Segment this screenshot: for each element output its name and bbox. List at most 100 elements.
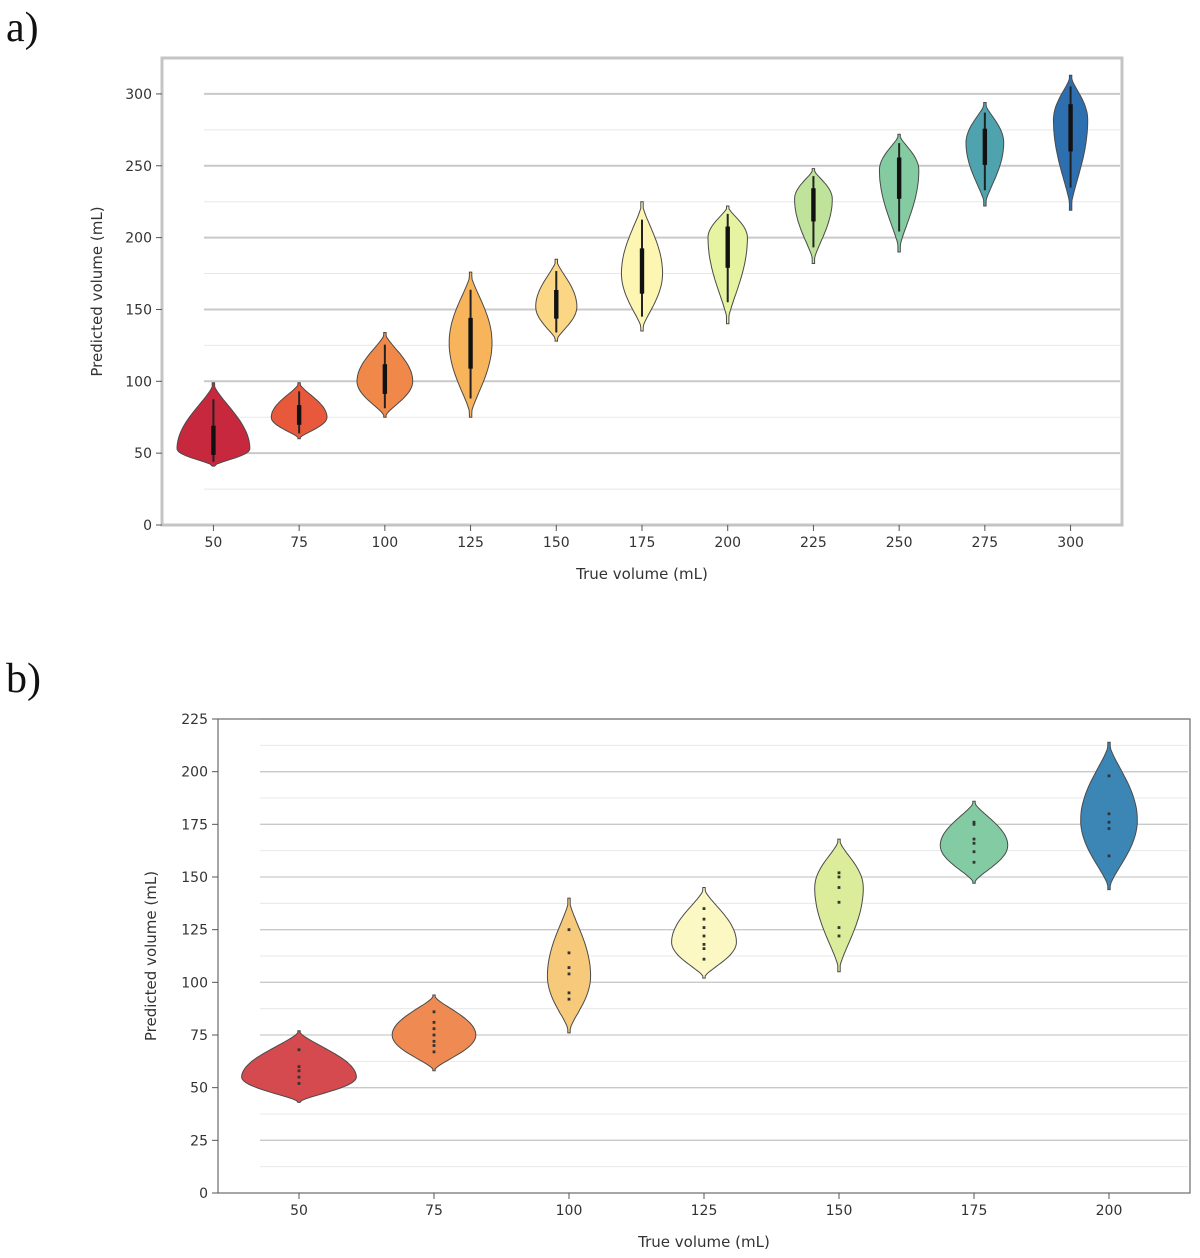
y-tick-label: 100 (125, 374, 152, 390)
violin-150 (814, 838, 864, 973)
data-point (702, 917, 706, 921)
x-tick-label: 225 (800, 535, 827, 551)
data-point (297, 1082, 301, 1085)
y-tick-label: 300 (125, 87, 152, 103)
data-point (297, 1048, 301, 1052)
data-point (567, 928, 571, 932)
data-point (1107, 774, 1111, 778)
data-point (567, 951, 571, 955)
x-tick-label: 125 (457, 535, 484, 551)
data-point (702, 926, 706, 929)
violin-inner-box (725, 226, 730, 268)
y-tick-label: 250 (125, 159, 152, 175)
y-tick-label: 0 (143, 518, 152, 534)
data-point (432, 1050, 436, 1054)
x-tick-label: 150 (543, 535, 570, 551)
x-tick-label: 200 (714, 535, 741, 551)
violin-inner-box (982, 128, 988, 165)
y-tick-label: 225 (181, 712, 208, 728)
data-point (702, 957, 706, 961)
y-tick-label: 100 (181, 975, 208, 991)
data-point (1107, 820, 1111, 824)
violin-inner-box (211, 425, 216, 455)
data-point (297, 1065, 301, 1068)
y-tick-label: 0 (199, 1186, 208, 1202)
violin-100 (546, 897, 592, 1034)
data-point (972, 850, 976, 854)
data-point (567, 997, 571, 1001)
data-point (567, 991, 571, 995)
violin-75 (391, 994, 477, 1072)
x-axis-title: True volume (mL) (575, 565, 708, 583)
violin-inner-box (382, 364, 388, 394)
panel-a-label: a) (6, 5, 39, 51)
y-tick-label: 150 (181, 870, 208, 886)
panel-b-label: b) (6, 656, 41, 702)
x-tick-label: 100 (371, 535, 398, 551)
violin-inner-box (554, 289, 559, 319)
y-tick-label: 175 (181, 817, 208, 833)
x-tick-label: 200 (1096, 1203, 1123, 1219)
x-tick-label: 100 (556, 1203, 583, 1219)
x-tick-label: 175 (629, 535, 656, 551)
data-point (972, 837, 976, 841)
data-point (702, 947, 706, 951)
x-tick-label: 150 (826, 1203, 853, 1219)
data-point (702, 907, 706, 910)
x-tick-label: 75 (425, 1203, 443, 1219)
x-tick-label: 275 (971, 535, 998, 551)
data-point (702, 934, 706, 938)
data-point (1107, 812, 1111, 816)
violin-inner-box (468, 317, 473, 369)
y-tick-label: 25 (190, 1133, 208, 1149)
data-point (837, 886, 841, 889)
data-point (837, 875, 841, 879)
y-tick-label: 200 (181, 765, 208, 781)
data-point (972, 841, 976, 845)
y-tick-label: 150 (125, 302, 152, 318)
x-tick-label: 75 (290, 535, 308, 551)
data-point (432, 1020, 436, 1024)
data-point (432, 1044, 436, 1047)
data-point (432, 1010, 436, 1014)
x-tick-label: 300 (1057, 535, 1084, 551)
y-axis-title: Predicted volume (mL) (142, 871, 160, 1041)
violin-inner-box (1068, 104, 1073, 152)
violin-inner-box (896, 157, 902, 199)
violin-inner-box (296, 405, 302, 425)
violin-200 (1080, 741, 1138, 891)
data-point (837, 900, 841, 904)
data-point (432, 1039, 436, 1043)
x-tick-label: 50 (290, 1203, 308, 1219)
x-tick-label: 250 (886, 535, 913, 551)
y-tick-label: 75 (190, 1028, 208, 1044)
violin-chart-a: 0 50 100 150 200 250 300 50 75 100 125 150 175 200 225… (88, 56, 1124, 583)
data-point (432, 1033, 436, 1037)
data-point (1107, 854, 1111, 858)
data-point (297, 1075, 301, 1079)
violin-125 (671, 887, 737, 979)
x-tick-label: 125 (691, 1203, 718, 1219)
data-point (972, 822, 976, 826)
data-point (567, 966, 571, 969)
data-point (567, 972, 571, 976)
data-point (702, 943, 706, 946)
data-point (837, 934, 841, 938)
violin-inner-box (811, 188, 816, 222)
data-point (972, 860, 976, 864)
y-tick-label: 50 (134, 446, 152, 462)
data-point (432, 1027, 436, 1031)
data-point (972, 820, 976, 824)
y-axis-title: Predicted volume (mL) (88, 206, 106, 376)
x-axis-title: True volume (mL) (637, 1233, 770, 1251)
violin-inner-box (639, 248, 645, 294)
data-point (837, 871, 841, 875)
data-point (1107, 827, 1111, 830)
y-tick-label: 125 (181, 923, 208, 939)
data-point (837, 926, 841, 929)
y-tick-label: 50 (190, 1081, 208, 1097)
data-point (297, 1069, 301, 1073)
x-tick-label: 175 (961, 1203, 988, 1219)
x-tick-label: 50 (205, 535, 223, 551)
